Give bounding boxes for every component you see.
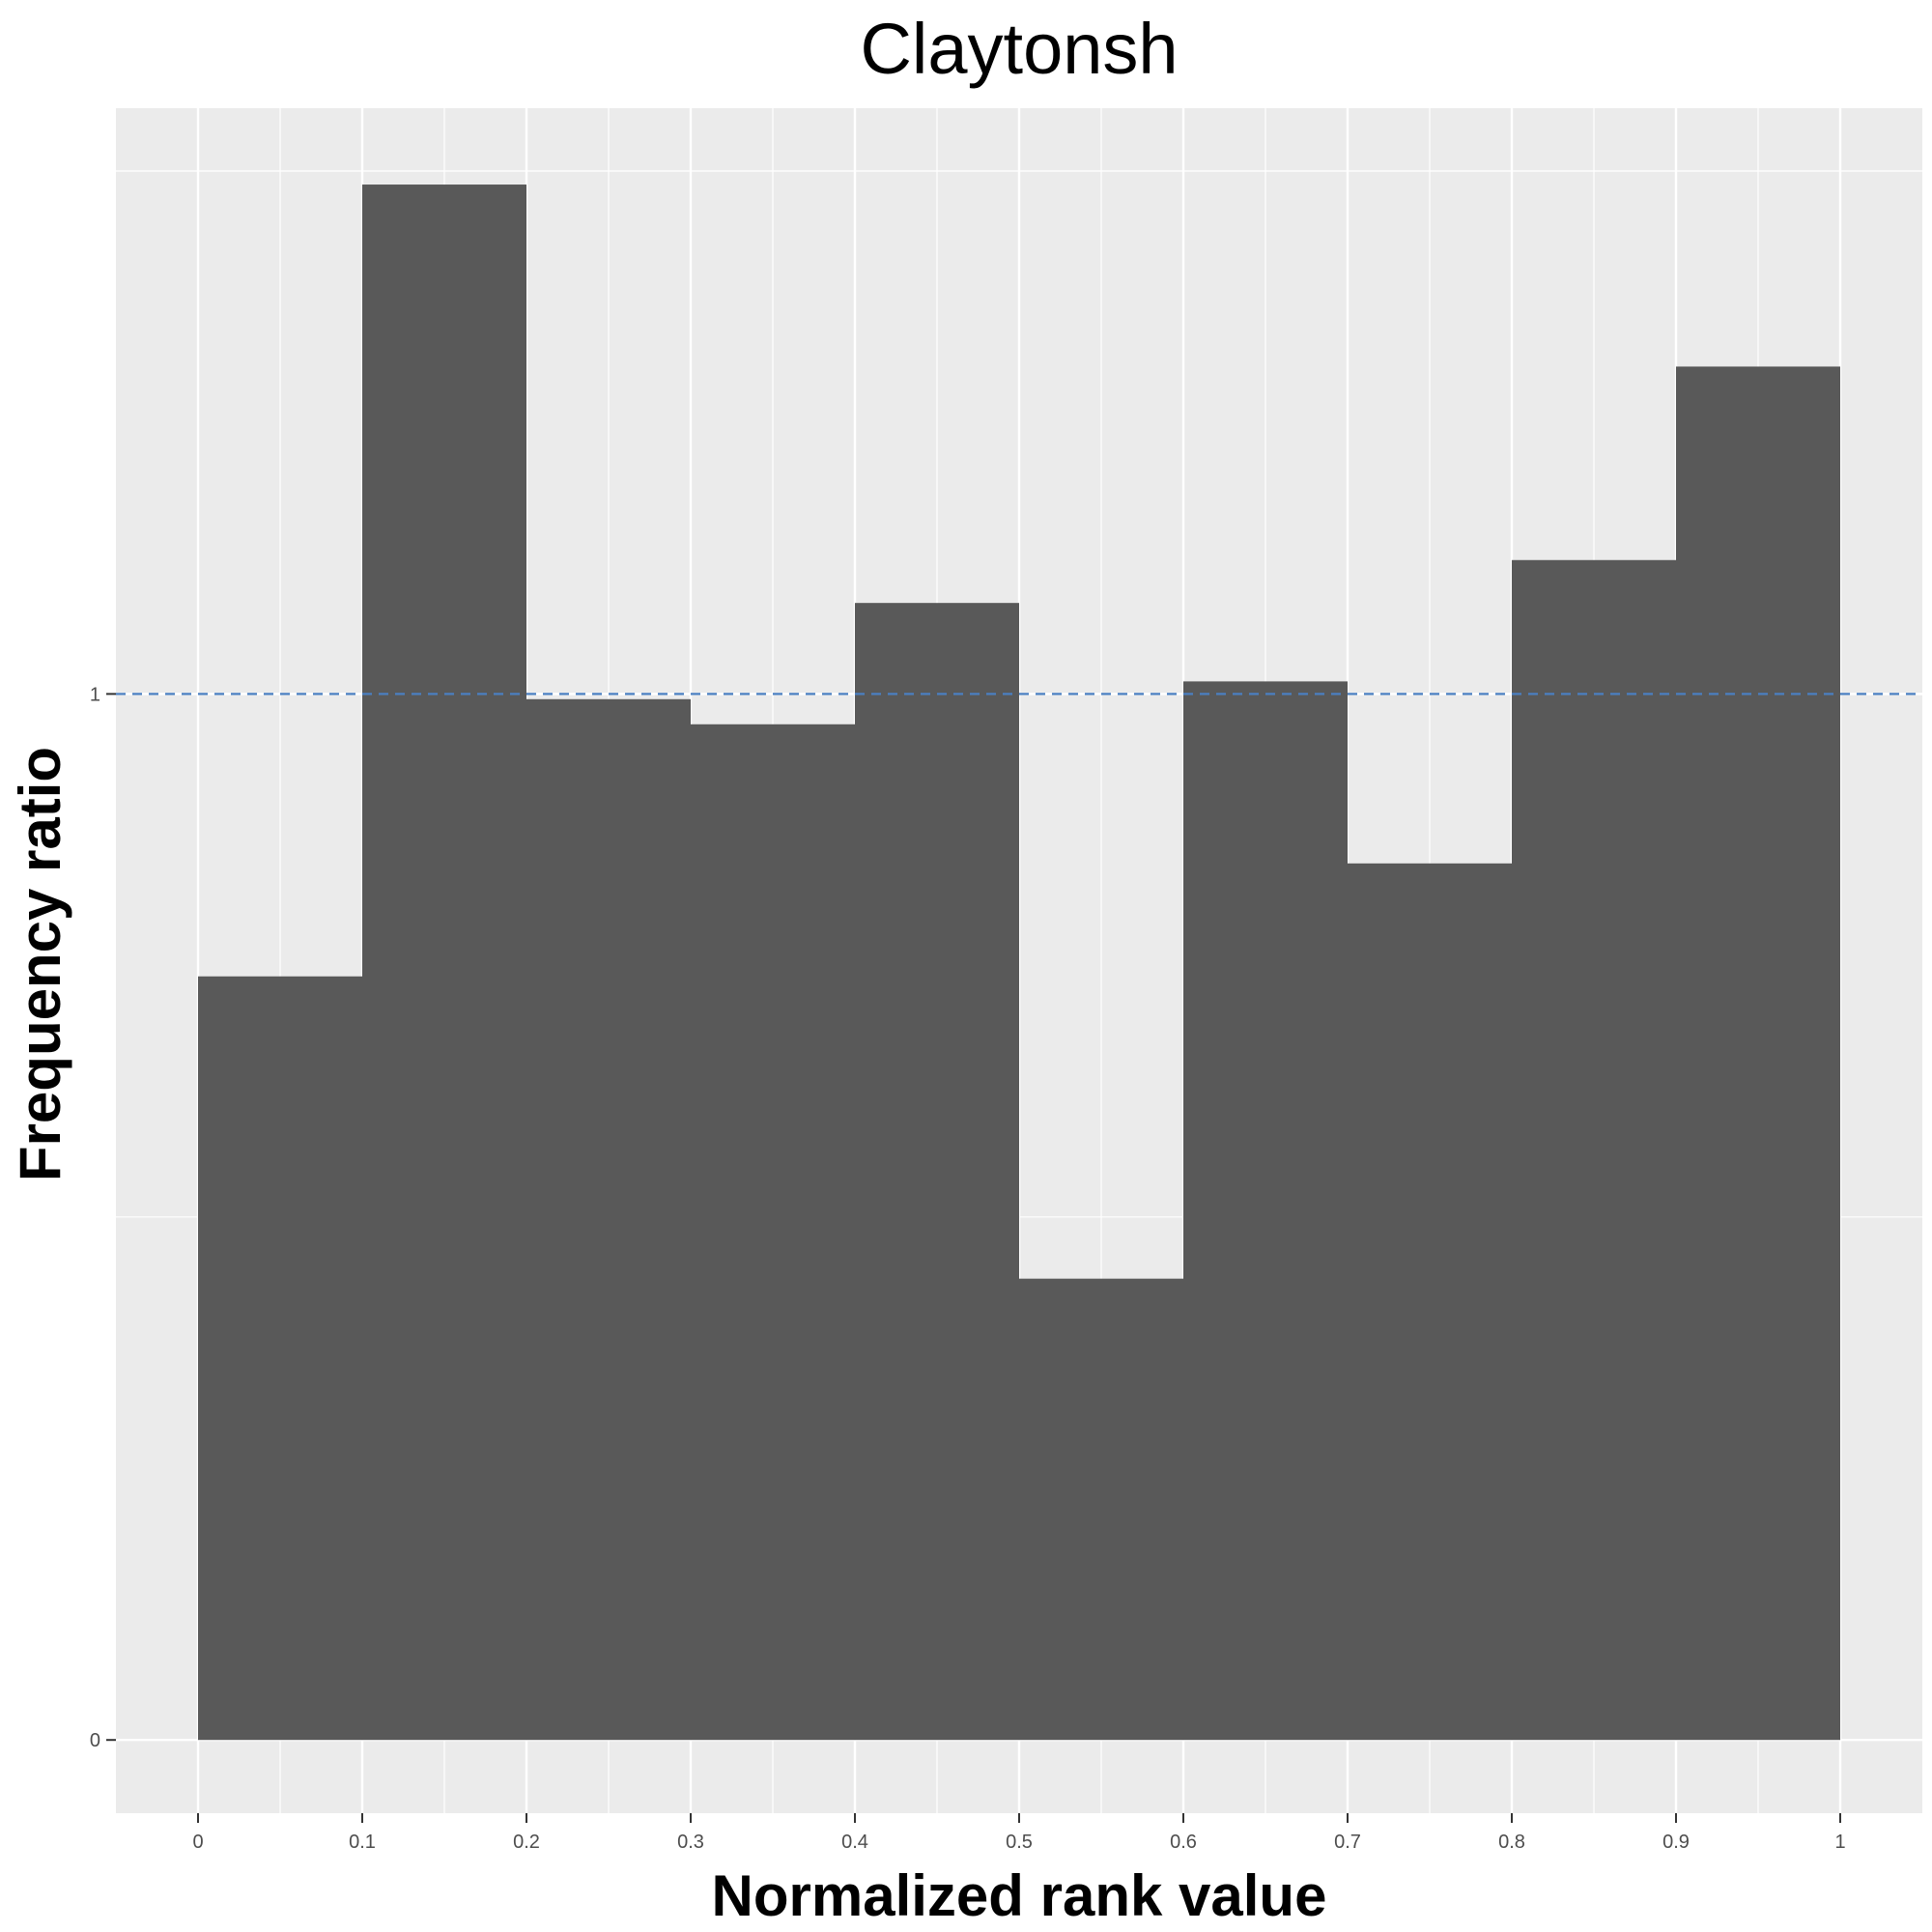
x-tick-label: 0.4: [841, 1832, 868, 1853]
y-axis: 01: [90, 684, 116, 1751]
x-tick-label: 0.3: [677, 1832, 704, 1853]
x-tick-label: 0.6: [1170, 1832, 1197, 1853]
y-tick-label: 1: [90, 684, 100, 705]
x-tick-label: 0.2: [513, 1832, 540, 1853]
bars: [198, 185, 1840, 1741]
x-tick-label: 0.8: [1498, 1832, 1525, 1853]
histogram-bar: [1183, 681, 1348, 1741]
histogram-bar: [1019, 1278, 1183, 1741]
x-tick-label: 0: [192, 1832, 203, 1853]
x-tick-label: 0.5: [1006, 1832, 1033, 1853]
histogram-bar: [855, 603, 1019, 1741]
x-tick-label: 1: [1834, 1832, 1845, 1853]
chart-title: Claytonsh: [860, 9, 1178, 89]
histogram-bar: [362, 185, 526, 1741]
histogram-bar: [526, 698, 691, 1741]
x-tick-label: 0.9: [1662, 1832, 1690, 1853]
x-axis: 0 0.1 0.2 0.3 0.4 0.5 0.6 0.7 0.8 0.9 1: [192, 1813, 1846, 1853]
x-axis-title: Normalized rank value: [712, 1863, 1327, 1928]
histogram-bar: [1348, 863, 1512, 1741]
x-tick-label: 0.7: [1334, 1832, 1361, 1853]
histogram-bar: [1512, 559, 1676, 1741]
x-tick-label: 0.1: [349, 1832, 376, 1853]
histogram-bar: [691, 724, 855, 1741]
y-axis-title: Frequency ratio: [8, 747, 72, 1181]
histogram-bar: [198, 976, 362, 1741]
y-tick-label: 0: [90, 1730, 100, 1751]
histogram-bar: [1676, 366, 1840, 1741]
